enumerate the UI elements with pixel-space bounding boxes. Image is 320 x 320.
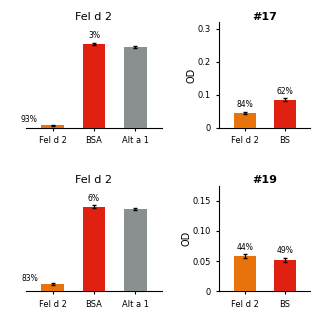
Text: 6%: 6% — [88, 194, 100, 203]
Text: 44%: 44% — [236, 243, 253, 252]
Title: Fel d 2: Fel d 2 — [76, 12, 112, 22]
Bar — [274, 100, 296, 128]
Text: 84%: 84% — [237, 100, 253, 109]
Bar — [124, 47, 147, 128]
Bar — [41, 125, 64, 128]
Text: 49%: 49% — [276, 246, 293, 255]
Bar — [83, 207, 105, 291]
Bar — [83, 44, 105, 128]
Bar — [41, 284, 64, 291]
Text: 3%: 3% — [88, 31, 100, 40]
Bar — [274, 260, 296, 291]
Y-axis label: OD: OD — [181, 231, 191, 246]
Bar — [124, 209, 147, 291]
Text: 93%: 93% — [21, 115, 38, 124]
Bar — [234, 256, 256, 291]
Text: 83%: 83% — [21, 274, 38, 283]
Title: #17: #17 — [252, 12, 277, 22]
Y-axis label: OD: OD — [186, 68, 196, 83]
Title: Fel d 2: Fel d 2 — [76, 175, 112, 185]
Bar — [234, 113, 256, 128]
Text: 62%: 62% — [276, 86, 293, 96]
Title: #19: #19 — [252, 175, 277, 185]
